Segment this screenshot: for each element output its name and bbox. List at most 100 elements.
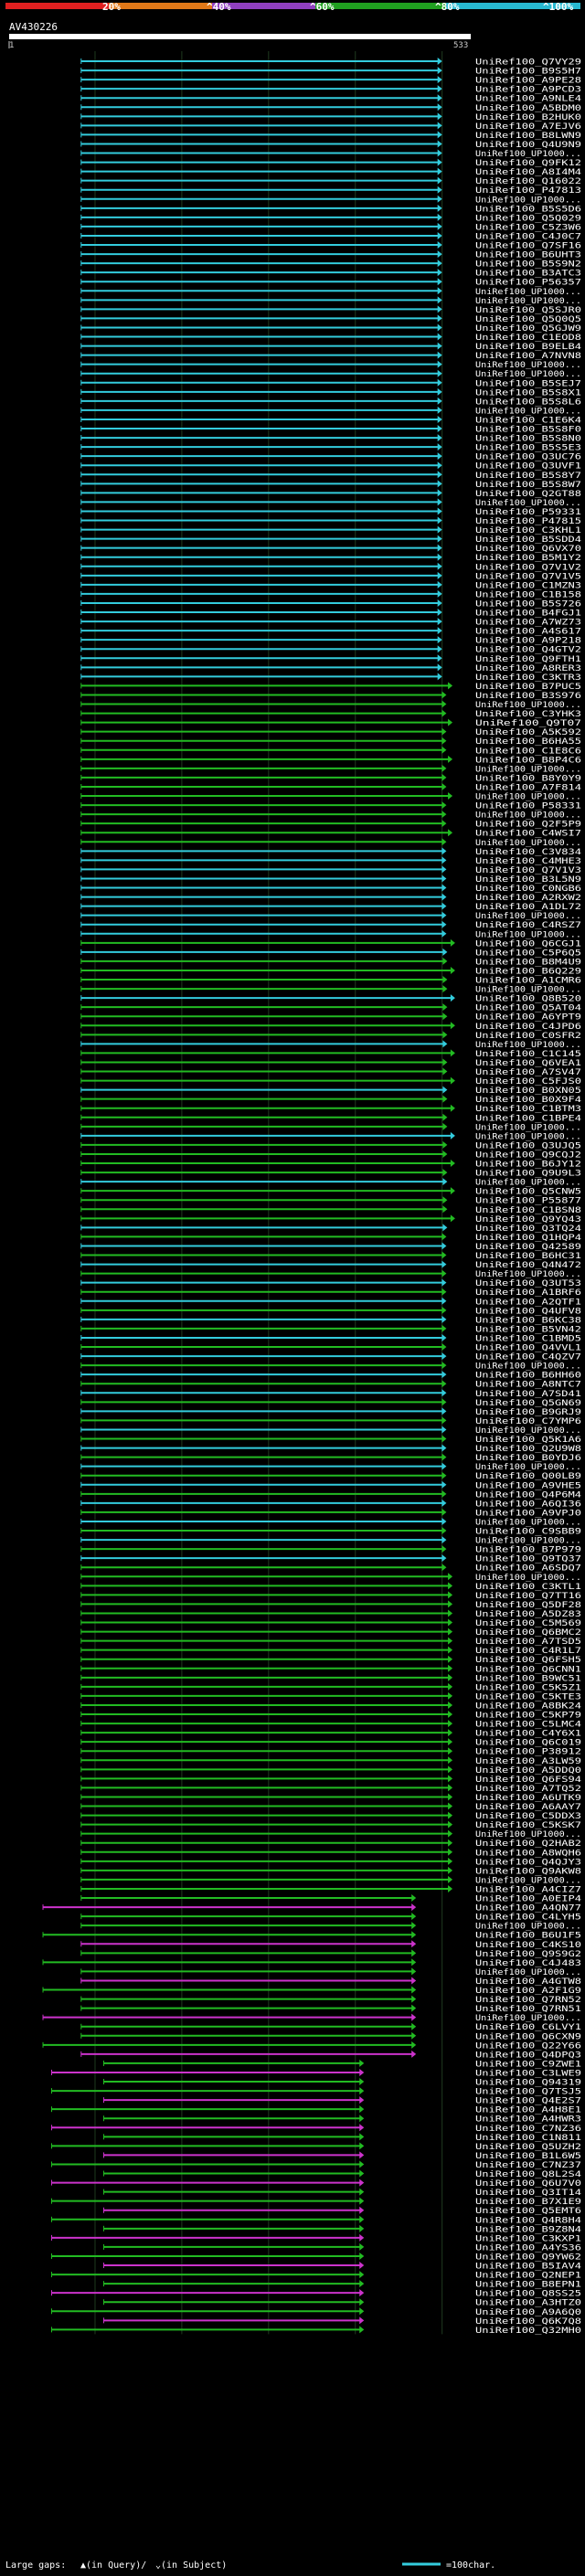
hit-row[interactable]: UniRef100_Q3UT53 [80, 1278, 581, 1289]
hit-label[interactable]: UniRef100_UP1000... [475, 1041, 581, 1050]
hit-label[interactable]: UniRef100_B5S8N0 [475, 435, 581, 444]
hit-row[interactable]: UniRef100_Q2NEP1 [51, 2271, 581, 2281]
hit-label[interactable]: UniRef100_C3YHK3 [475, 710, 581, 719]
hit-row[interactable]: UniRef100_P38912 [80, 1747, 581, 1757]
hit-label[interactable]: UniRef100_Q7RN51 [475, 2005, 581, 2014]
hit-label[interactable]: UniRef100_C9ZWE1 [475, 2060, 581, 2069]
hit-label[interactable]: UniRef100_Q9TQ37 [475, 1555, 581, 1564]
hit-row[interactable]: UniRef100_B7X1E9 [51, 2197, 581, 2208]
hit-row[interactable]: UniRef100_UP1000... [80, 764, 581, 775]
hit-label[interactable]: UniRef100_Q42589 [475, 1243, 581, 1252]
hit-label[interactable]: UniRef100_A1BRF6 [475, 1288, 581, 1298]
hit-label[interactable]: UniRef100_A9PCD3 [475, 86, 581, 95]
hit-row[interactable]: UniRef100_C4R1L7 [80, 1646, 581, 1657]
hit-row[interactable]: UniRef100_Q94319 [102, 2078, 581, 2088]
hit-row[interactable]: UniRef100_A7EJV6 [80, 122, 581, 132]
hit-label[interactable]: UniRef100_Q6CGJ1 [475, 939, 581, 949]
hit-label[interactable]: UniRef100_B8Y0Y9 [475, 774, 581, 783]
hit-label[interactable]: UniRef100_Q5GJW9 [475, 324, 581, 334]
hit-label[interactable]: UniRef100_UP1000... [475, 701, 581, 710]
hit-row[interactable]: UniRef100_Q4U9N9 [80, 140, 581, 150]
hit-row[interactable]: UniRef100_Q3TQ24 [80, 1224, 581, 1234]
hit-label[interactable]: UniRef100_Q3UC76 [475, 453, 581, 462]
hit-row[interactable]: UniRef100_Q5Q0Q5 [80, 314, 581, 324]
hit-row[interactable]: UniRef100_C0SFR2 [80, 1031, 581, 1041]
hit-row[interactable]: UniRef100_Q6CGJ1 [80, 938, 581, 949]
hit-label[interactable]: UniRef100_Q4UFV8 [475, 1307, 581, 1316]
hit-label[interactable]: UniRef100_A7TQ52 [475, 1785, 581, 1794]
hit-label[interactable]: UniRef100_B5M1Y2 [475, 554, 581, 563]
hit-label[interactable]: UniRef100_P56357 [475, 279, 581, 288]
hit-label[interactable]: UniRef100_B3L5N9 [475, 875, 581, 885]
hit-row[interactable]: UniRef100_A7SV47 [80, 1067, 581, 1078]
hit-row[interactable]: UniRef100_A9VHE5 [80, 1480, 581, 1491]
hit-label[interactable]: UniRef100_C5LMC4 [475, 1721, 581, 1730]
hit-label[interactable]: UniRef100_Q6CXN9 [475, 2032, 581, 2041]
hit-label[interactable]: UniRef100_B5VN42 [475, 1325, 581, 1334]
hit-label[interactable]: UniRef100_Q5CNW5 [475, 1188, 581, 1197]
hit-label[interactable]: UniRef100_P38912 [475, 1748, 581, 1757]
hit-label[interactable]: UniRef100_Q4GTV2 [475, 646, 581, 655]
hit-label[interactable]: UniRef100_Q32MH0 [475, 2327, 581, 2336]
hit-label[interactable]: UniRef100_A5DZ83 [475, 1610, 581, 1619]
hit-row[interactable]: UniRef100_B5SEJ7 [80, 378, 581, 389]
hit-label[interactable]: UniRef100_Q5Q0Q5 [475, 315, 581, 324]
hit-row[interactable]: UniRef100_A4QN77 [42, 1903, 581, 1913]
hit-label[interactable]: UniRef100_Q3UT53 [475, 1279, 581, 1288]
hit-label[interactable]: UniRef100_C3V834 [475, 848, 581, 857]
hit-label[interactable]: UniRef100_B6HA55 [475, 737, 581, 747]
hit-row[interactable]: UniRef100_Q9S9G2 [80, 1949, 581, 1959]
hit-row[interactable]: UniRef100_B6JY12 [80, 1160, 581, 1170]
hit-label[interactable]: UniRef100_C3KHL1 [475, 526, 581, 535]
hit-row[interactable]: UniRef100_A6YPT9 [80, 1012, 581, 1023]
hit-label[interactable]: UniRef100_A8RER3 [475, 664, 581, 673]
hit-label[interactable]: UniRef100_Q5Q029 [475, 214, 581, 223]
hit-label[interactable]: UniRef100_C3KXP1 [475, 2234, 581, 2243]
hit-row[interactable]: UniRef100_B5SDD4 [80, 535, 581, 546]
hit-row[interactable]: UniRef100_Q7V1V5 [80, 571, 581, 582]
hit-row[interactable]: UniRef100_B6Q229 [80, 966, 581, 977]
hit-label[interactable]: UniRef100_A5K592 [475, 728, 581, 737]
hit-row[interactable]: UniRef100_A3LW59 [80, 1756, 581, 1766]
hit-row[interactable]: UniRef100_B0X9F4 [80, 1095, 581, 1106]
hit-label[interactable]: UniRef100_Q5K1A6 [475, 1436, 581, 1445]
hit-row[interactable]: UniRef100_A6QI36 [80, 1499, 581, 1510]
hit-label[interactable]: UniRef100_C5P6Q5 [475, 949, 581, 958]
hit-row[interactable]: UniRef100_A6AAY7 [80, 1802, 581, 1813]
hit-label[interactable]: UniRef100_Q9T07 [475, 719, 581, 728]
hit-row[interactable]: UniRef100_Q8L2S4 [102, 2169, 581, 2180]
hit-label[interactable]: UniRef100_A9PE28 [475, 77, 581, 86]
hit-label[interactable]: UniRef100_A4S617 [475, 628, 581, 637]
hit-row[interactable]: UniRef100_B7P979 [80, 1545, 581, 1555]
hit-row[interactable]: UniRef100_Q8SS25 [51, 2289, 581, 2299]
hit-row[interactable]: UniRef100_Q16022 [80, 176, 581, 187]
hit-row[interactable]: UniRef100_A5DDQ0 [80, 1765, 581, 1776]
hit-label[interactable]: UniRef100_B6UHT3 [475, 251, 581, 260]
hit-row[interactable]: UniRef100_Q2U9W8 [80, 1444, 581, 1455]
hit-label[interactable]: UniRef100_C1EOD8 [475, 334, 581, 343]
hit-row[interactable]: UniRef100_Q9CQJ2 [80, 1150, 581, 1161]
hit-row[interactable]: UniRef100_B5M1Y2 [80, 553, 581, 564]
hit-label[interactable]: UniRef100_B8P4C6 [475, 756, 581, 765]
hit-label[interactable]: UniRef100_Q6U7V0 [475, 2179, 581, 2189]
hit-label[interactable]: UniRef100_A6QI36 [475, 1500, 581, 1509]
hit-row[interactable]: UniRef100_P47815 [80, 516, 581, 527]
hit-label[interactable]: UniRef100_Q9YQ43 [475, 1215, 581, 1224]
hit-row[interactable]: UniRef100_Q2HAB2 [80, 1839, 581, 1850]
hit-label[interactable]: UniRef100_C3LWE9 [475, 2069, 581, 2078]
hit-row[interactable]: UniRef100_Q9TQ37 [80, 1554, 581, 1564]
hit-label[interactable]: UniRef100_B1L6W5 [475, 2152, 581, 2161]
hit-row[interactable]: UniRef100_B5S8F0 [80, 425, 581, 435]
hit-label[interactable]: UniRef100_A4YS36 [475, 2243, 581, 2253]
hit-label[interactable]: UniRef100_C5M569 [475, 1619, 581, 1628]
hit-label[interactable]: UniRef100_C4R1L7 [475, 1647, 581, 1656]
hit-row[interactable]: UniRef100_Q6VEA1 [80, 1058, 581, 1068]
hit-row[interactable]: UniRef100_B5S8N0 [80, 434, 581, 444]
hit-label[interactable]: UniRef100_B7X1E9 [475, 2198, 581, 2207]
hit-row[interactable]: UniRef100_Q5GJW9 [80, 323, 581, 334]
hit-label[interactable]: UniRef100_Q2HAB2 [475, 1839, 581, 1849]
hit-label[interactable]: UniRef100_UP1000... [475, 811, 581, 821]
hit-label[interactable]: UniRef100_Q9U9L3 [475, 1170, 581, 1179]
hit-row[interactable]: UniRef100_A4S617 [80, 627, 581, 637]
hit-label[interactable]: UniRef100_B5S5E3 [475, 444, 581, 453]
